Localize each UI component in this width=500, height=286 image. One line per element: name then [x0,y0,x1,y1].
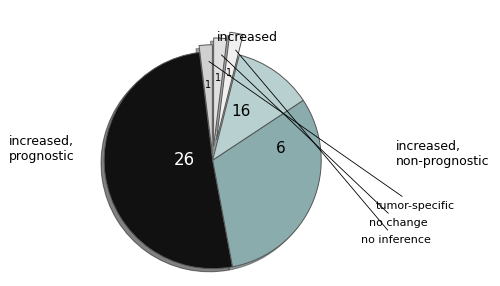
Wedge shape [216,32,243,140]
Text: 6: 6 [276,141,286,156]
Text: 16: 16 [232,104,251,118]
Text: 1: 1 [226,67,232,78]
Wedge shape [212,100,321,267]
Text: 1: 1 [215,73,221,83]
Text: no inference: no inference [236,50,431,245]
Text: 26: 26 [174,151,195,169]
Text: no change: no change [222,55,428,228]
Wedge shape [214,38,227,146]
Wedge shape [212,55,303,160]
Text: increased,
prognostic: increased, prognostic [8,135,74,163]
Wedge shape [104,52,232,269]
Text: 1: 1 [205,80,211,90]
Text: tumor-specific: tumor-specific [209,61,455,211]
Text: increased: increased [216,31,278,44]
Text: increased,
non-prognostic: increased, non-prognostic [396,140,489,168]
Wedge shape [199,45,212,153]
